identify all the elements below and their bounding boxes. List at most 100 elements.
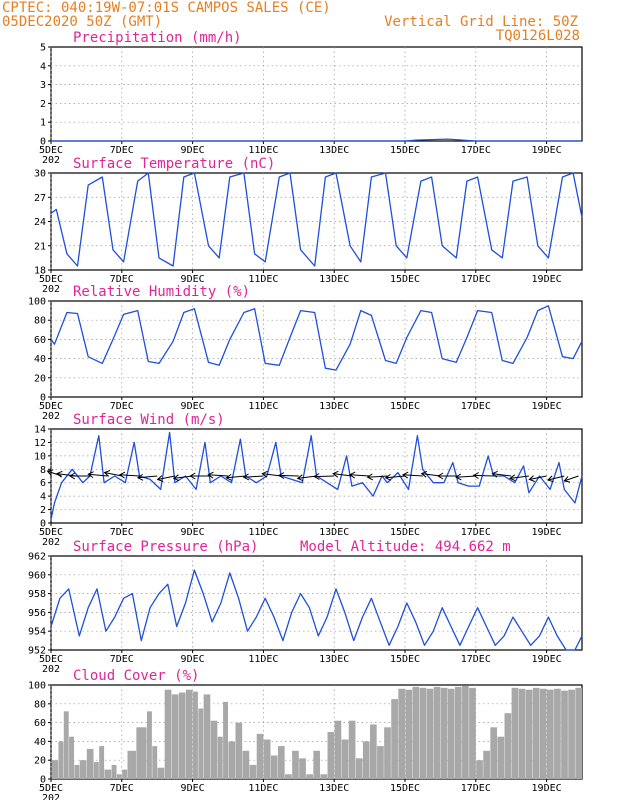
cloud-cover-bar [433, 686, 441, 779]
cloud-cover-bar [320, 774, 328, 779]
wind-x-tick-label: 19DEC [532, 527, 562, 538]
precipitation-x-tick-label: 9DEC [181, 145, 205, 156]
humidity-x-tick-label: 5DEC [39, 401, 63, 412]
precipitation-x-tick-label: 7DEC [110, 145, 134, 156]
pressure-x-tick-label: 17DEC [461, 654, 491, 665]
temperature-year-stub: 202 [42, 284, 60, 295]
pressure-x-tick-label: 19DEC [532, 654, 562, 665]
precipitation-x-tick-label: 15DEC [390, 145, 420, 156]
temperature-y-tick-label: 21 [34, 241, 46, 252]
cloud-cover-bar [561, 690, 568, 779]
cloud-y-tick-label: 20 [34, 756, 46, 767]
cloud-cover-bar [242, 750, 250, 779]
cloud-cover-bar [277, 746, 285, 779]
wind-x-tick-label: 9DEC [181, 527, 205, 538]
cloud-cover-bar [391, 699, 398, 779]
cloud-cover-bar [547, 689, 554, 779]
pressure-series [50, 569, 583, 651]
cloud-cover-bar [178, 692, 186, 779]
wind-vector-arrow [103, 470, 122, 477]
wind-x-tick-label: 5DEC [39, 527, 63, 538]
cloud-cover-bar [426, 688, 434, 779]
humidity-plot-frame [50, 300, 583, 398]
cloud-cover-bar [228, 741, 236, 779]
cloud-cover-bar [511, 687, 519, 779]
wind-y-tick-label: 0 [40, 519, 46, 530]
grid-line-note: Vertical Grid Line: 50Z [384, 14, 578, 30]
wind-vector-arrow [455, 473, 476, 481]
cloud-cover-bar [412, 686, 420, 779]
precipitation-y-tick-label: 2 [40, 99, 46, 110]
wind-vector-arrow [332, 470, 352, 478]
cloud-cover-bar [292, 750, 299, 779]
precipitation-x-tick-label: 5DEC [39, 145, 63, 156]
cloud-cover-bar [384, 727, 391, 779]
cloud-x-tick-label: 11DEC [248, 783, 278, 794]
precipitation-x-tick-label: 11DEC [248, 145, 278, 156]
wind-y-tick-label: 12 [34, 438, 46, 449]
wind-vector-arrow [472, 472, 494, 479]
cloud-cover-bar [532, 687, 540, 779]
wind-vector-arrow [207, 471, 229, 479]
precipitation-y-tick-label: 5 [40, 43, 46, 54]
panels: 5DEC 7DEC 9DEC 11DEC 13DEC 15DEC 17DEC 19DEC202… [28, 30, 583, 800]
humidity-x-tick-label: 11DEC [248, 401, 278, 412]
cloud-cover-bar [58, 741, 64, 779]
temperature-x-tick-label: 17DEC [461, 274, 491, 285]
pressure-x-tick-label: 9DEC [181, 654, 205, 665]
cloud-cover-bar [111, 764, 117, 779]
cloud-cover-bar [116, 774, 122, 779]
precipitation-y-tick-label: 0 [40, 137, 46, 148]
precipitation-x-tick-label: 13DEC [319, 145, 349, 156]
precipitation-series [51, 138, 582, 142]
cloud-cover-bar [270, 755, 278, 779]
wind-title: Surface Wind (m/s) [73, 412, 225, 428]
wind-vector-arrow [546, 475, 565, 483]
wind-x-tick-label: 15DEC [390, 527, 420, 538]
pressure-x-tick-label: 5DEC [39, 654, 63, 665]
cloud-x-tick-label: 5DEC [39, 783, 63, 794]
pressure-plot-frame [50, 555, 583, 651]
humidity-y-tick-label: 0 [40, 393, 46, 404]
model-code: TQ0126L028 [496, 28, 580, 44]
cloud-y-tick-label: 60 [34, 718, 46, 729]
cloud-cover-bar [575, 687, 582, 779]
wind-vector-arrow [189, 472, 211, 480]
temperature-title: Surface Temperature (nC) [73, 156, 275, 172]
humidity-x-tick-label: 9DEC [181, 401, 205, 412]
wind-vector-arrow [156, 475, 175, 482]
humidity-series [50, 305, 583, 371]
cloud-cover-bar [539, 688, 547, 779]
humidity-y-tick-label: 40 [34, 354, 46, 365]
temperature-x-tick-label: 11DEC [248, 274, 278, 285]
wind-year-stub: 202 [42, 537, 60, 548]
cloud-cover-bar [469, 687, 476, 779]
wind-vector-arrow [528, 475, 547, 482]
wind-y-tick-label: 14 [34, 425, 46, 436]
cloud-y-tick-label: 40 [34, 737, 46, 748]
cloud-cover-bar [440, 687, 448, 779]
cloud-panel: 5DEC 7DEC 9DEC 11DEC 13DEC 15DEC 17DEC 19DEC202… [28, 668, 583, 800]
cloud-cover-bar [447, 688, 455, 779]
cloud-cover-bar [306, 774, 313, 779]
cloud-cover-bar [210, 720, 218, 779]
precipitation-x-tick-label: 19DEC [532, 145, 562, 156]
temperature-x-tick-label: 13DEC [319, 274, 349, 285]
pressure-y-tick-label: 958 [28, 589, 46, 600]
pressure-y-tick-label: 952 [28, 646, 46, 657]
precipitation-y-tick-label: 4 [40, 61, 46, 72]
wind-y-tick-label: 2 [40, 505, 46, 516]
wind-vector-arrow [261, 470, 282, 478]
humidity-y-tick-label: 80 [34, 316, 46, 327]
cloud-cover-bar [263, 739, 271, 779]
temperature-x-tick-label: 19DEC [532, 274, 562, 285]
precipitation-y-tick-label: 3 [40, 80, 46, 91]
cloud-cover-bar [86, 748, 94, 779]
cloud-cover-bar [217, 736, 223, 779]
pressure-x-tick-label: 13DEC [319, 654, 349, 665]
wind-series [50, 431, 583, 520]
cloud-cover-bar [454, 686, 462, 779]
wind-panel: 5DEC 7DEC 9DEC 11DEC 13DEC 15DEC 17DEC 19DEC202… [34, 412, 583, 548]
pressure-x-tick-label: 15DEC [390, 654, 420, 665]
wind-vector-arrow [242, 473, 264, 481]
